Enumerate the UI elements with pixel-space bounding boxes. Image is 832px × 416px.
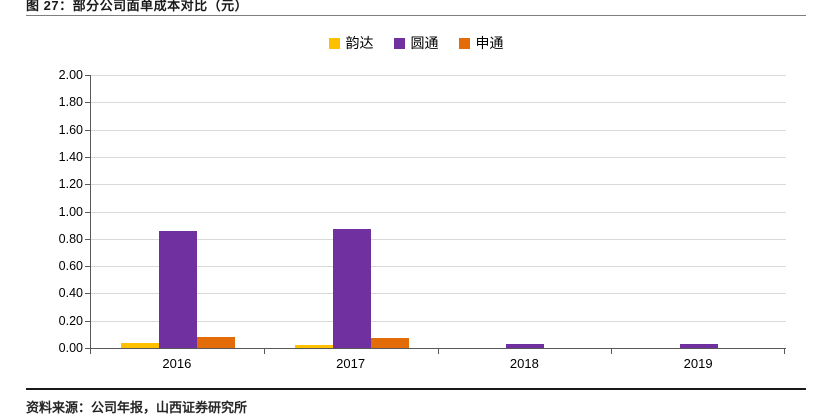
- gridline: [91, 238, 786, 240]
- y-axis-tick: [85, 156, 90, 158]
- figure-title: 图 27：部分公司面单成本对比（元）: [26, 0, 249, 13]
- y-axis-label: 1.40: [58, 149, 83, 164]
- x-axis-tick: [784, 349, 785, 354]
- bar-圆通-2016: [158, 230, 197, 348]
- x-axis-label: 2018: [509, 356, 539, 371]
- y-axis-label: 0.60: [58, 258, 83, 273]
- y-axis-tick: [85, 266, 90, 268]
- y-axis-label: 0.20: [58, 313, 83, 328]
- legend-item: 圆通: [393, 33, 439, 53]
- y-axis-labels: 0.00 0.20 0.40 0.60 0.80 1.00 1.20 1.40 1.60 1.80…: [0, 69, 83, 354]
- y-axis-tick: [85, 75, 90, 76]
- y-axis-tick: [85, 211, 90, 213]
- y-axis-tick: [85, 184, 90, 186]
- gridline: [91, 129, 786, 131]
- legend-label: 申通: [475, 35, 504, 51]
- x-axis-tick: [263, 349, 265, 354]
- bar-韵达-2017: [294, 345, 333, 348]
- chart-legend: 韵达 圆通 申通: [0, 33, 832, 53]
- y-axis-label: 0.00: [58, 340, 83, 355]
- legend-label: 韵达: [345, 35, 374, 51]
- footer-divider: [26, 388, 806, 390]
- gridline: [91, 75, 786, 76]
- x-axis-label: 2017: [336, 356, 366, 371]
- gridline: [91, 320, 786, 322]
- y-axis-tick: [85, 102, 90, 104]
- gridline: [91, 266, 786, 268]
- y-axis-label: 1.00: [58, 204, 83, 219]
- bar-圆通-2018: [506, 343, 545, 348]
- y-axis-tick: [85, 320, 90, 322]
- gridline: [91, 211, 786, 213]
- x-axis-ticks: [90, 349, 785, 354]
- gridline: [91, 184, 786, 186]
- x-axis-labels: 2016 2017 2018 2019: [90, 356, 785, 374]
- y-axis-tick: [85, 238, 90, 240]
- x-axis-label: 2016: [162, 356, 192, 371]
- y-axis-tick: [85, 129, 90, 131]
- legend-item: 韵达: [328, 33, 374, 53]
- x-axis-tick: [437, 349, 439, 354]
- y-axis-tick: [85, 293, 90, 295]
- title-divider: [26, 15, 806, 16]
- bar-圆通-2017: [332, 229, 371, 348]
- y-axis-label: 2.00: [58, 67, 83, 82]
- legend-swatch: [328, 37, 340, 49]
- y-axis-ticks: [85, 75, 90, 349]
- gridline: [91, 102, 786, 104]
- y-axis-label: 1.80: [58, 95, 83, 110]
- x-axis-tick: [611, 349, 613, 354]
- source-note: 资料来源：公司年报，山西证券研究所: [26, 400, 248, 415]
- gridline: [91, 156, 786, 158]
- bar-申通-2016: [196, 337, 235, 348]
- plot-area: [90, 75, 786, 349]
- x-axis-tick: [90, 349, 91, 354]
- legend-label: 圆通: [410, 35, 439, 51]
- y-axis-label: 0.80: [58, 231, 83, 246]
- y-axis-label: 0.40: [58, 286, 83, 301]
- y-axis-label: 1.60: [58, 122, 83, 137]
- bar-韵达-2016: [120, 342, 159, 348]
- bar-圆通-2019: [680, 343, 719, 348]
- legend-swatch: [393, 37, 405, 49]
- legend-swatch: [458, 37, 470, 49]
- x-axis-label: 2019: [683, 356, 713, 371]
- legend-item: 申通: [458, 33, 504, 53]
- gridline: [91, 293, 786, 295]
- y-axis-tick: [85, 348, 90, 349]
- bar-申通-2017: [370, 338, 409, 348]
- y-axis-label: 1.20: [58, 176, 83, 191]
